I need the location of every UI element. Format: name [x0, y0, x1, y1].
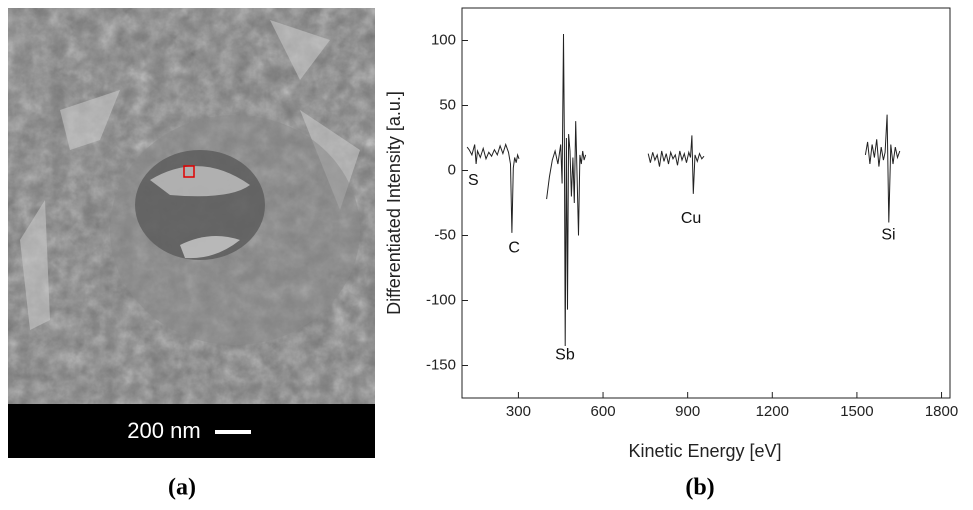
x-tick-label: 1800	[925, 403, 958, 420]
peak-label: Sb	[555, 346, 575, 363]
y-tick-label: 100	[431, 31, 456, 48]
spectrum-line	[466, 33, 901, 347]
y-axis-label: Differentiated Intensity [a.u.]	[384, 91, 404, 315]
y-tick-label: -50	[434, 226, 456, 243]
peak-label: C	[508, 240, 520, 257]
x-tick-label: 1200	[756, 403, 789, 420]
peak-label: Si	[881, 227, 895, 244]
x-axis-label: Kinetic Energy [eV]	[628, 441, 781, 461]
peak-label: Cu	[681, 210, 701, 227]
y-tick-label: 0	[448, 161, 456, 178]
peak-label: S	[468, 172, 479, 189]
scale-bar-label: 200 nm	[127, 418, 200, 443]
y-tick-label: 50	[439, 96, 456, 113]
y-tick-label: -100	[426, 291, 456, 308]
scale-bar-band	[8, 404, 375, 458]
x-tick-label: 900	[675, 403, 700, 420]
x-tick-label: 1500	[840, 403, 873, 420]
x-tick-label: 300	[506, 403, 531, 420]
y-tick-label: -150	[426, 356, 456, 373]
panel-label: (b)	[685, 475, 714, 501]
sem-image	[8, 8, 375, 404]
x-tick-label: 600	[591, 403, 616, 420]
panel-label: (a)	[168, 475, 196, 501]
plot-frame	[461, 7, 951, 399]
